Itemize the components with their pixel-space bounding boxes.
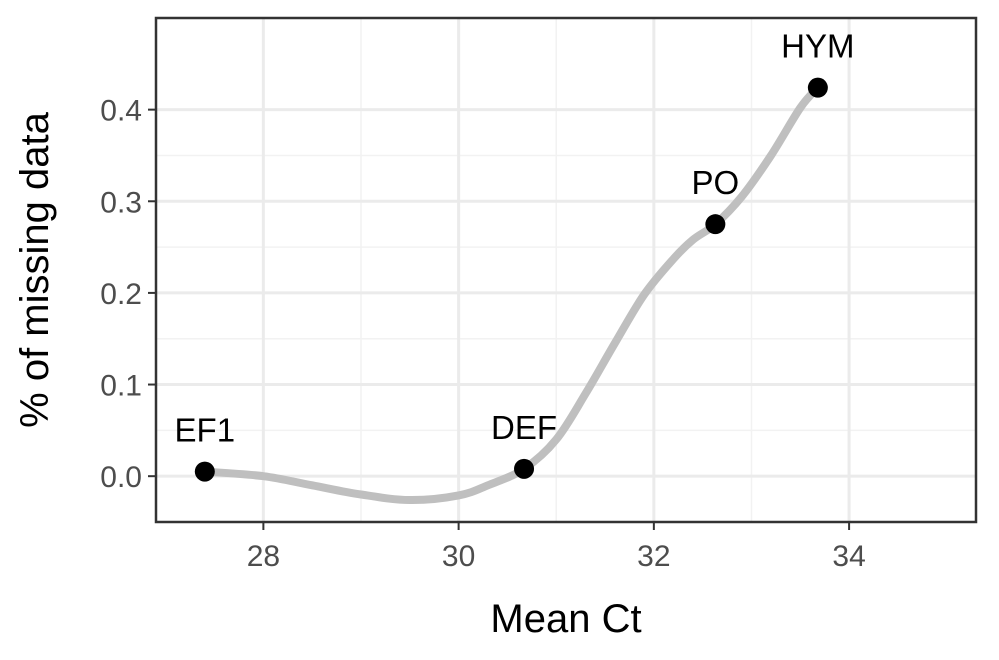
y-tick-label: 0.3 — [100, 186, 142, 219]
point-label-ef1: EF1 — [175, 412, 236, 449]
point-labels-layer: EF1 DEF PO HYM — [175, 28, 855, 449]
data-point-hym — [807, 77, 828, 98]
y-axis-title: % of missing data — [13, 111, 57, 427]
data-point-def — [514, 458, 535, 479]
plot-border — [154, 16, 978, 524]
point-label-def: DEF — [491, 409, 557, 446]
x-tick-label: 34 — [832, 540, 865, 573]
x-axis-ticks: 28 30 32 34 — [247, 522, 866, 573]
minor-gridlines — [156, 18, 976, 522]
y-tick-label: 0.4 — [100, 95, 142, 128]
y-tick-label: 0.0 — [100, 461, 142, 494]
x-tick-label: 30 — [442, 540, 475, 573]
y-axis-ticks: 0.0 0.1 0.2 0.3 0.4 — [100, 95, 156, 494]
y-tick-label: 0.1 — [100, 370, 142, 403]
x-axis-title: Mean Ct — [490, 597, 641, 641]
major-gridlines — [156, 18, 976, 522]
point-label-hym: HYM — [781, 28, 854, 65]
smooth-curve — [200, 83, 822, 505]
data-point-ef1 — [194, 461, 215, 482]
x-tick-label: 32 — [637, 540, 670, 573]
smooth-curve-layer — [200, 83, 822, 505]
data-point-po — [705, 214, 726, 235]
plot-panel — [156, 18, 976, 522]
y-tick-label: 0.2 — [100, 278, 142, 311]
point-label-po: PO — [692, 164, 740, 201]
x-tick-label: 28 — [247, 540, 280, 573]
data-points-layer — [194, 77, 828, 482]
